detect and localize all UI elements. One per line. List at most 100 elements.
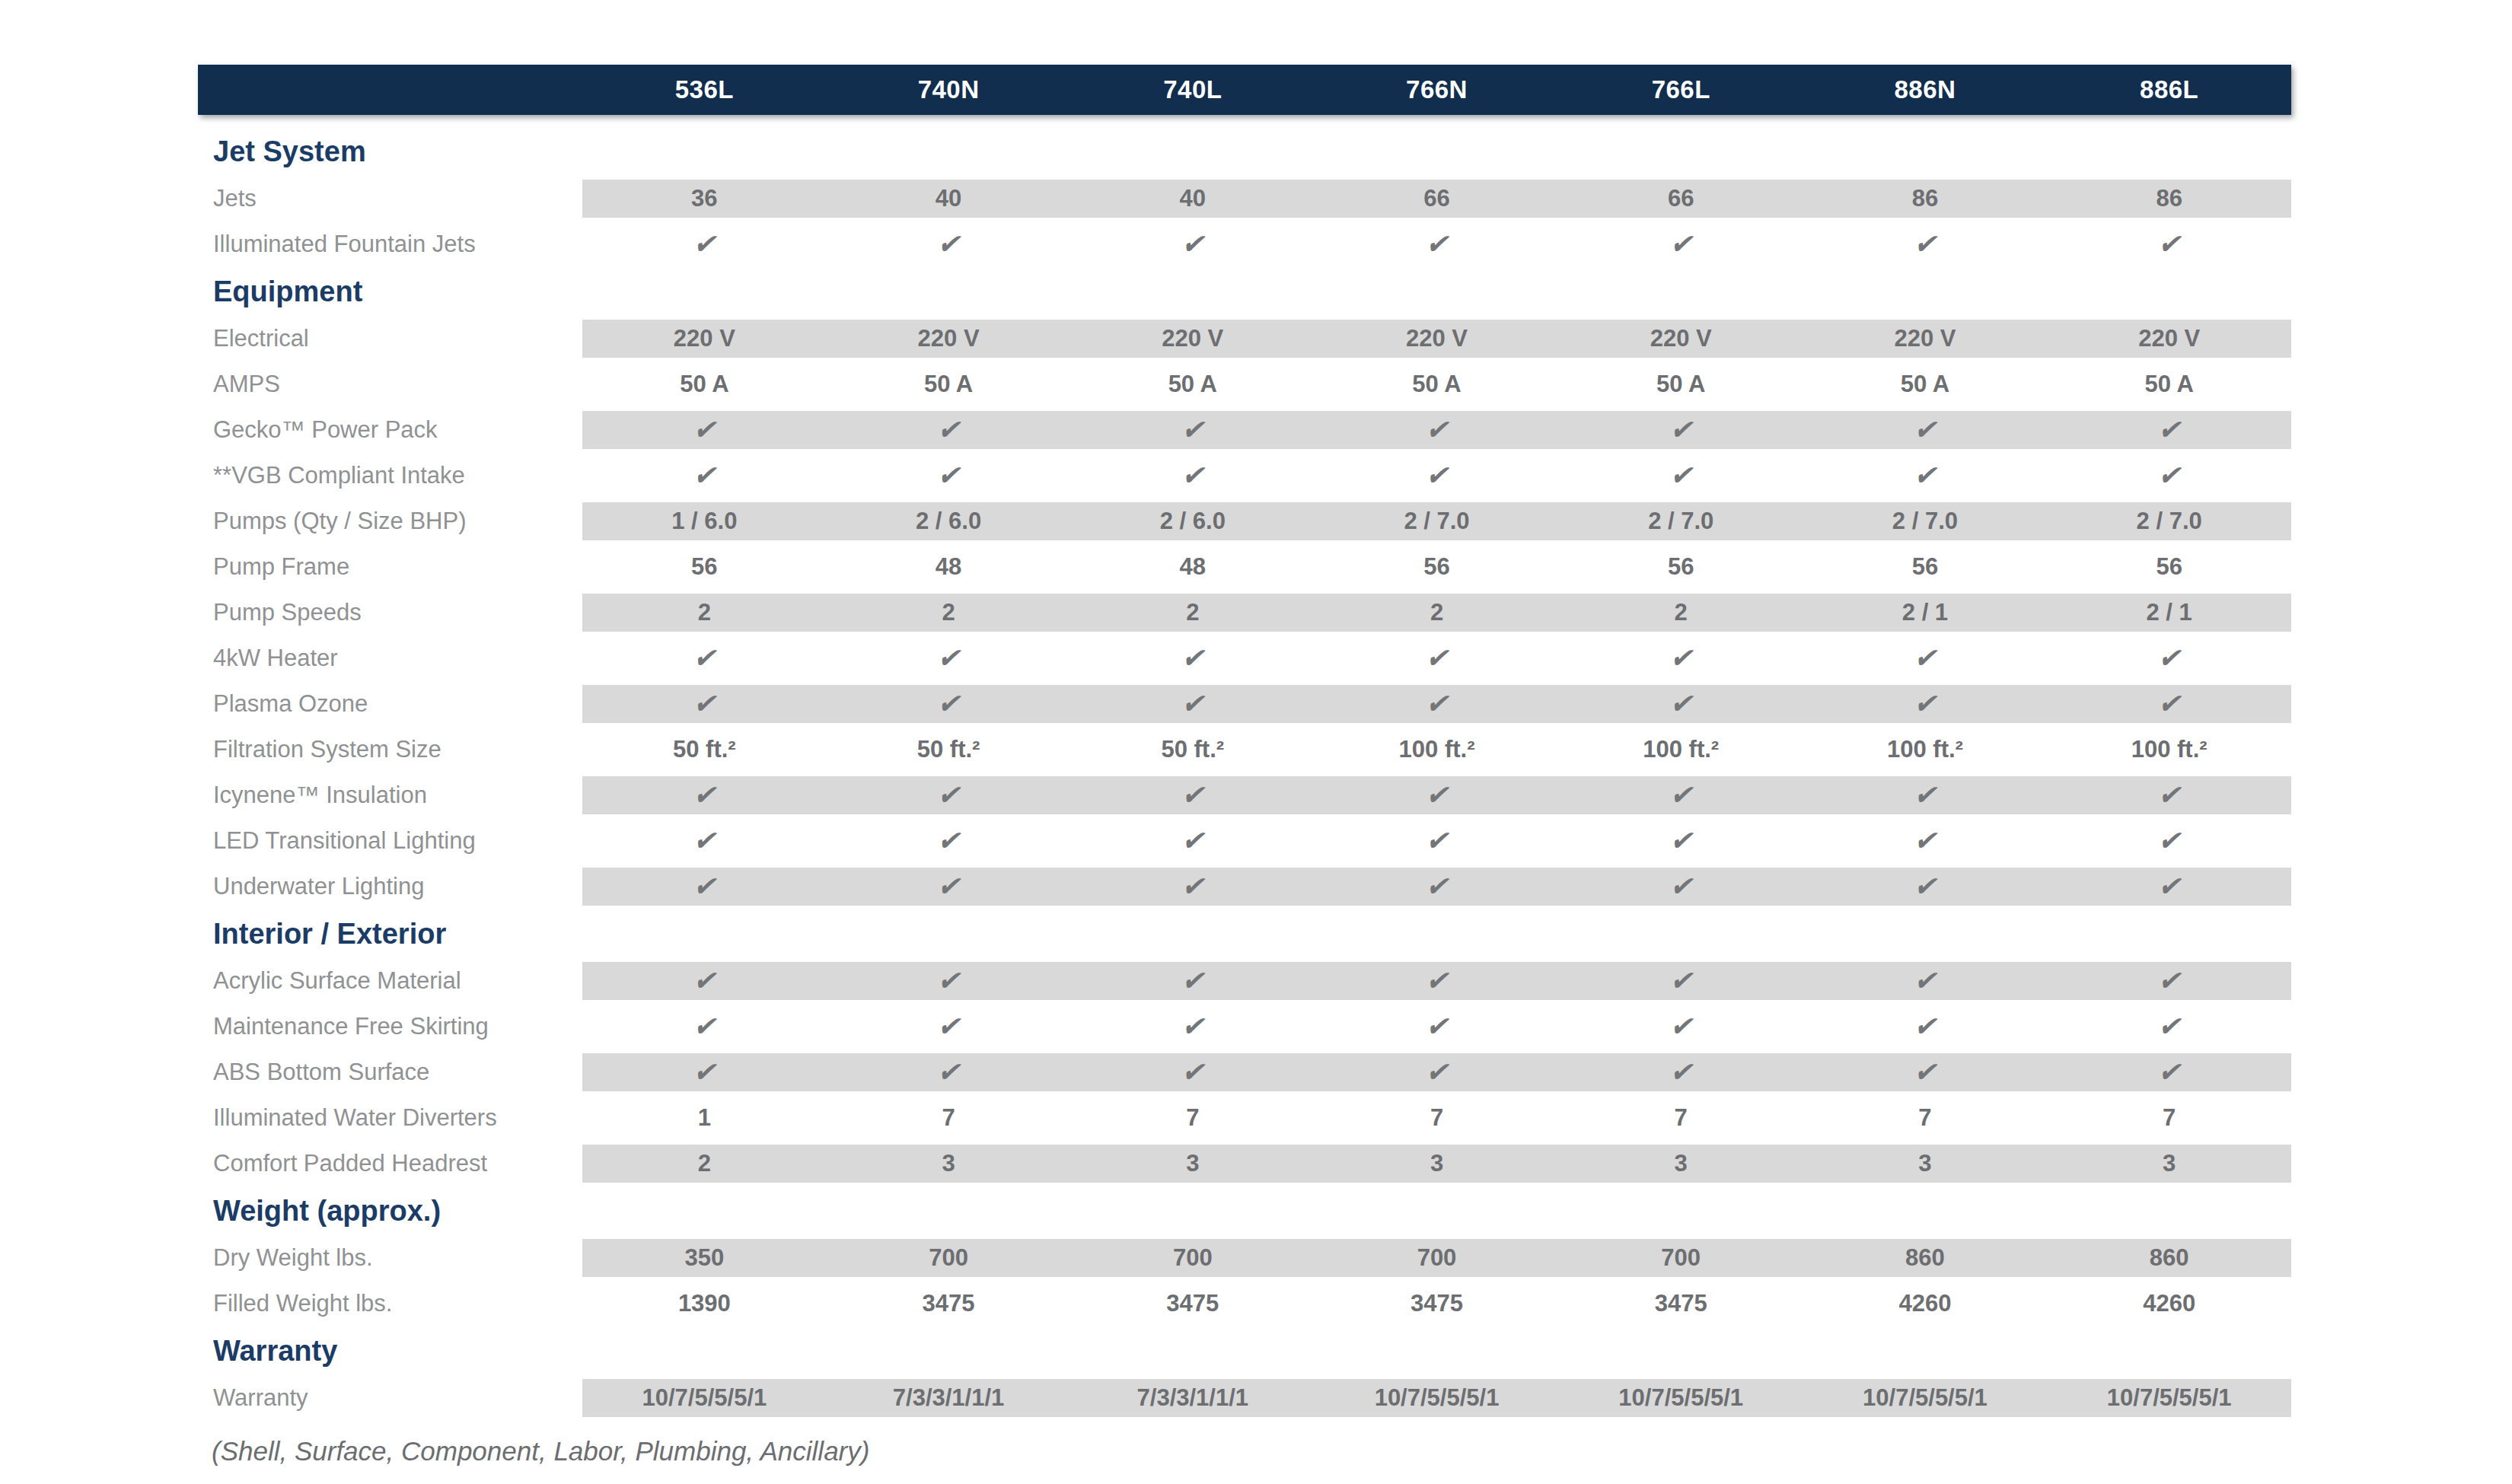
check-icon: ✔: [1315, 688, 1559, 720]
spec-value: 350: [582, 1244, 827, 1272]
check-icon: ✔: [1803, 779, 2048, 811]
spec-value: 50 ft.²: [1070, 736, 1315, 763]
check-icon: ✔: [1070, 642, 1315, 674]
spec-value: 2: [1070, 599, 1315, 626]
check-icon: ✔: [1559, 642, 1803, 674]
check-icon: ✔: [1070, 779, 1315, 811]
spec-table: 536L740N740L766N766L886N886L Jet SystemJ…: [198, 65, 2291, 1466]
table-row: Illuminated Fountain Jets✔✔✔✔✔✔✔: [198, 221, 2291, 267]
spec-value: 10/7/5/5/5/1: [1315, 1384, 1559, 1412]
spec-value: 7: [1315, 1104, 1559, 1132]
check-icon: ✔: [2047, 965, 2291, 997]
spec-value: 7: [1559, 1104, 1803, 1132]
spec-value: 100 ft.²: [1315, 736, 1559, 763]
spec-value: 100 ft.²: [2047, 736, 2291, 763]
row-label: Illuminated Water Diverters: [198, 1095, 582, 1141]
check-icon: ✔: [1070, 688, 1315, 720]
section-title: Equipment: [198, 267, 2291, 316]
section-title: Weight (approx.): [198, 1186, 2291, 1235]
spec-value: 10/7/5/5/5/1: [1559, 1384, 1803, 1412]
spec-value: 3: [1070, 1150, 1315, 1177]
row-label: Comfort Padded Headrest: [198, 1141, 582, 1186]
check-icon: ✔: [1803, 825, 2048, 857]
spec-value: 48: [827, 553, 1071, 581]
spec-value: 700: [1559, 1244, 1803, 1272]
check-icon: ✔: [1803, 871, 2048, 903]
check-icon: ✔: [1803, 688, 2048, 720]
row-label: Illuminated Fountain Jets: [198, 221, 582, 267]
check-icon: ✔: [2047, 871, 2291, 903]
spec-value: 48: [1070, 553, 1315, 581]
check-icon: ✔: [1803, 1056, 2048, 1088]
row-values: 10/7/5/5/5/17/3/3/1/1/17/3/3/1/1/110/7/5…: [582, 1379, 2291, 1417]
row-values: 1390347534753475347542604260: [582, 1285, 2291, 1323]
spec-value: 2 / 7.0: [1803, 508, 2048, 535]
row-values: ✔✔✔✔✔✔✔: [582, 822, 2291, 860]
check-icon: ✔: [1070, 414, 1315, 446]
check-icon: ✔: [2047, 642, 2291, 674]
row-values: ✔✔✔✔✔✔✔: [582, 962, 2291, 1000]
check-icon: ✔: [2047, 1011, 2291, 1043]
check-icon: ✔: [1315, 871, 1559, 903]
table-row: Electrical220 V220 V220 V220 V220 V220 V…: [198, 316, 2291, 361]
check-icon: ✔: [827, 460, 1071, 492]
check-icon: ✔: [1559, 871, 1803, 903]
spec-value: 220 V: [2047, 325, 2291, 352]
check-icon: ✔: [827, 825, 1071, 857]
table-row: Pump Frame56484856565656: [198, 544, 2291, 590]
spec-value: 220 V: [1070, 325, 1315, 352]
check-icon: ✔: [827, 871, 1071, 903]
spec-value: 1 / 6.0: [582, 508, 827, 535]
spec-value: 220 V: [1803, 325, 2048, 352]
check-icon: ✔: [827, 1011, 1071, 1043]
check-icon: ✔: [1559, 779, 1803, 811]
table-header-row: 536L740N740L766N766L886N886L: [198, 65, 2291, 115]
spec-value: 50 A: [1070, 371, 1315, 398]
spec-value: 220 V: [1559, 325, 1803, 352]
spec-value: 4260: [2047, 1290, 2291, 1317]
check-icon: ✔: [827, 228, 1071, 260]
check-icon: ✔: [2047, 779, 2291, 811]
spec-value: 1390: [582, 1290, 827, 1317]
row-values: 1777777: [582, 1099, 2291, 1137]
row-label: Dry Weight lbs.: [198, 1235, 582, 1281]
check-icon: ✔: [2047, 460, 2291, 492]
model-header: 766N: [1315, 75, 1559, 104]
check-icon: ✔: [1803, 414, 2048, 446]
check-icon: ✔: [1315, 460, 1559, 492]
spec-value: 56: [1315, 553, 1559, 581]
spec-value: 50 ft.²: [827, 736, 1071, 763]
table-row: Filtration System Size50 ft.²50 ft.²50 f…: [198, 727, 2291, 772]
spec-value: 3475: [1559, 1290, 1803, 1317]
check-icon: ✔: [2047, 228, 2291, 260]
row-values: ✔✔✔✔✔✔✔: [582, 411, 2291, 449]
row-label: Pump Frame: [198, 544, 582, 590]
spec-value: 3: [1559, 1150, 1803, 1177]
check-icon: ✔: [1315, 1056, 1559, 1088]
spec-value: 36: [582, 185, 827, 212]
model-header: 536L: [582, 75, 827, 104]
check-icon: ✔: [1803, 965, 2048, 997]
model-header: 886L: [2047, 75, 2291, 104]
check-icon: ✔: [827, 965, 1071, 997]
row-values: 220 V220 V220 V220 V220 V220 V220 V: [582, 320, 2291, 358]
table-row: Gecko™ Power Pack✔✔✔✔✔✔✔: [198, 407, 2291, 453]
check-icon: ✔: [1070, 460, 1315, 492]
row-values: 36404066668686: [582, 180, 2291, 218]
spec-value: 2: [582, 599, 827, 626]
row-values: ✔✔✔✔✔✔✔: [582, 457, 2291, 495]
row-values: ✔✔✔✔✔✔✔: [582, 868, 2291, 906]
row-values: ✔✔✔✔✔✔✔: [582, 776, 2291, 814]
spec-value: 220 V: [827, 325, 1071, 352]
check-icon: ✔: [582, 871, 827, 903]
spec-value: 3: [1315, 1150, 1559, 1177]
row-label: AMPS: [198, 361, 582, 407]
row-label: Maintenance Free Skirting: [198, 1004, 582, 1049]
table-row: Maintenance Free Skirting✔✔✔✔✔✔✔: [198, 1004, 2291, 1049]
spec-value: 1: [582, 1104, 827, 1132]
check-icon: ✔: [1070, 965, 1315, 997]
check-icon: ✔: [582, 460, 827, 492]
spec-value: 2: [1559, 599, 1803, 626]
check-icon: ✔: [1559, 688, 1803, 720]
check-icon: ✔: [1559, 228, 1803, 260]
